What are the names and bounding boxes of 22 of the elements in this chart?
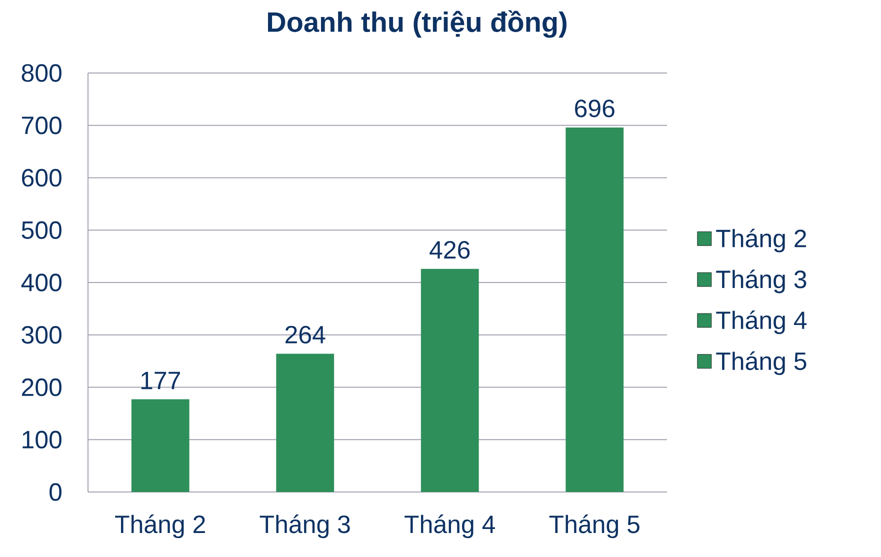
legend-label: Tháng 5 [716, 351, 806, 376]
y-tick-label: 700 [22, 116, 62, 134]
data-label: 426 [430, 240, 470, 259]
data-label: 177 [141, 372, 180, 390]
legend-label: Tháng 3 [716, 270, 806, 294]
legend-label: Tháng 4 [716, 310, 807, 334]
y-tick-label: 300 [22, 326, 62, 344]
y-tick-label: 200 [22, 378, 62, 396]
y-tick-label: 800 [22, 64, 62, 82]
x-tick-label: Tháng 4 [404, 514, 495, 538]
data-label: 264 [286, 326, 326, 344]
y-tick-label: 400 [21, 274, 62, 292]
y-tick-label: 500 [22, 221, 62, 239]
x-tick-label: Tháng 3 [260, 514, 350, 538]
y-tick-label: 0 [50, 483, 62, 501]
x-tick-label: Tháng 2 [115, 514, 205, 538]
data-label: 696 [575, 100, 614, 118]
chart-title: Doanh thu (triệu đồng) [268, 10, 566, 38]
legend-label: Tháng 2 [716, 228, 806, 252]
y-tick-label: 100 [22, 430, 62, 448]
x-tick-label: Tháng 5 [549, 514, 640, 538]
y-tick-label: 600 [22, 168, 62, 187]
